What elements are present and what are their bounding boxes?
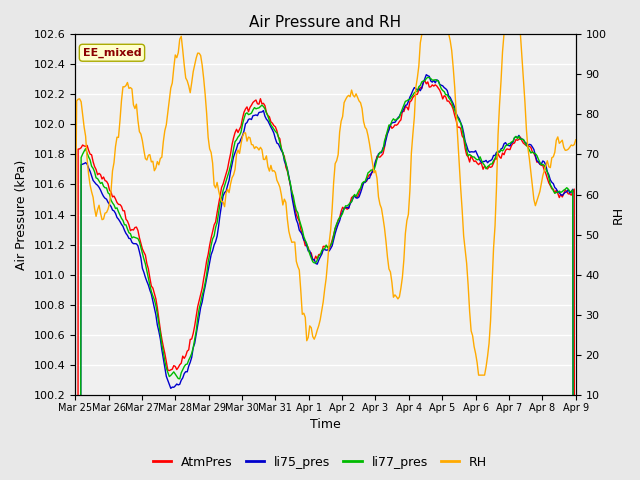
Text: EE_mixed: EE_mixed xyxy=(83,48,141,58)
Legend: AtmPres, li75_pres, li77_pres, RH: AtmPres, li75_pres, li77_pres, RH xyxy=(148,451,492,474)
Title: Air Pressure and RH: Air Pressure and RH xyxy=(250,15,401,30)
Y-axis label: Air Pressure (kPa): Air Pressure (kPa) xyxy=(15,159,28,270)
Y-axis label: RH: RH xyxy=(612,205,625,224)
X-axis label: Time: Time xyxy=(310,419,341,432)
